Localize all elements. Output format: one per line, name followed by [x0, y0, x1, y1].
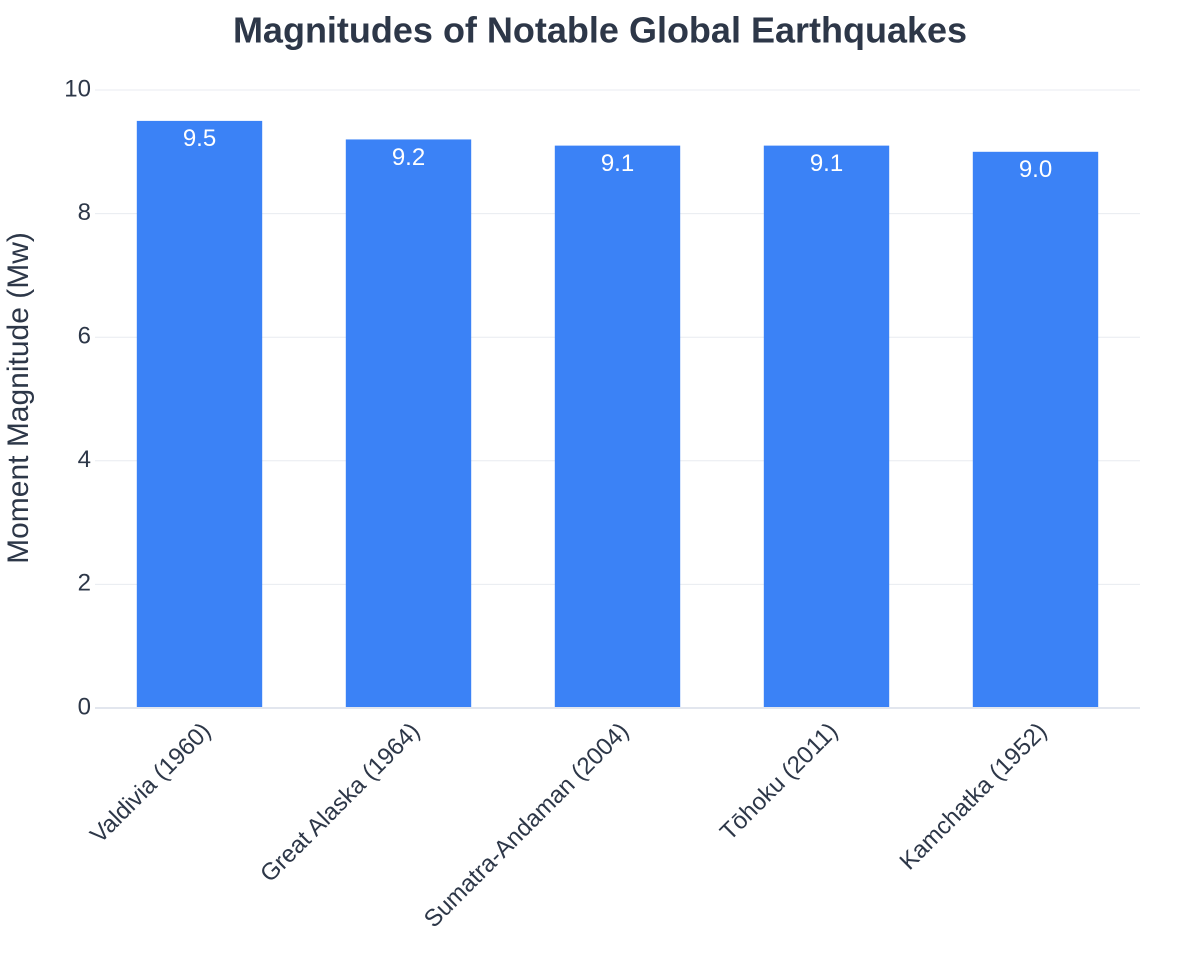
x-tick-label: Great Alaska (1964)	[255, 718, 425, 888]
value-label: 9.1	[601, 150, 634, 177]
bar	[972, 151, 1099, 709]
x-tick-label: Sumatra-Andaman (2004)	[419, 718, 634, 933]
x-tick-label: Tōhoku (2011)	[715, 718, 843, 846]
chart-title: Magnitudes of Notable Global Earthquakes	[233, 10, 967, 51]
x-tick-label: Valdivia (1960)	[85, 718, 216, 849]
y-tick-label: 8	[78, 199, 91, 226]
value-label: 9.1	[810, 150, 843, 177]
y-tick-label: 2	[78, 570, 91, 597]
x-tick-label: Kamchatka (1952)	[894, 718, 1052, 876]
y-tick-label: 0	[78, 693, 91, 720]
y-axis-label: Moment Magnitude (Mw)	[2, 232, 35, 564]
y-tick-label: 4	[78, 446, 91, 473]
bar	[763, 145, 890, 708]
value-label: 9.5	[183, 125, 216, 152]
y-tick-label: 10	[64, 75, 91, 102]
bar	[345, 139, 472, 708]
bar	[136, 120, 263, 708]
value-label: 9.2	[392, 144, 425, 171]
value-label: 9.0	[1019, 156, 1052, 183]
bar	[554, 145, 681, 708]
y-tick-label: 6	[78, 323, 91, 350]
